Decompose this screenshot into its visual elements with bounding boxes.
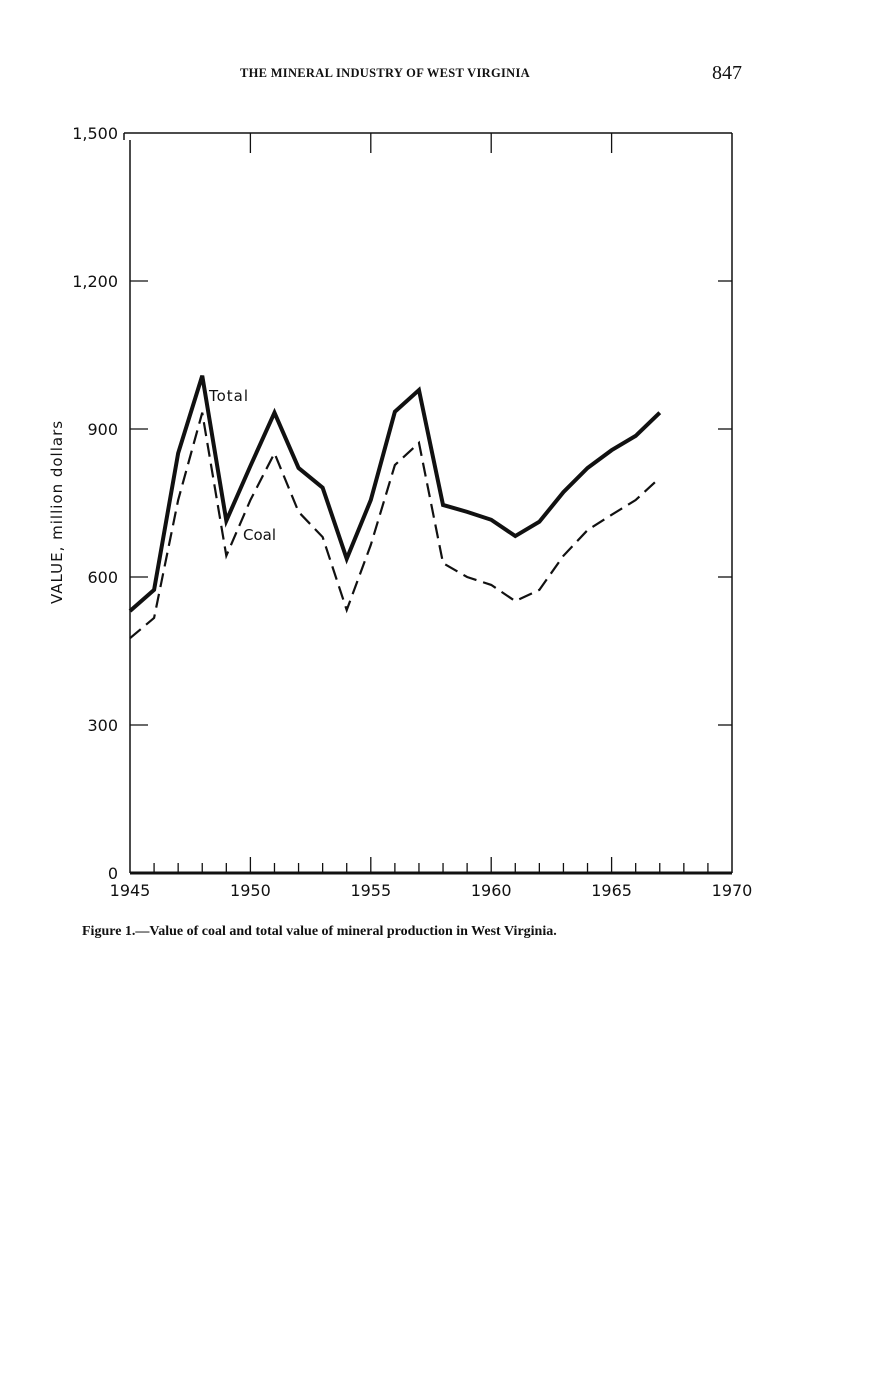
y-tick-label: 900 — [87, 420, 118, 439]
series-line-coal — [129, 412, 661, 640]
y-tick-label: 0 — [108, 864, 118, 883]
annotation-coal: Coal — [243, 526, 276, 544]
y-tick-label: 300 — [87, 716, 118, 735]
series-lines — [128, 375, 662, 640]
y-tick-label: 1,500 — [72, 124, 118, 143]
y-tick-label: 1,200 — [72, 272, 118, 291]
x-tick-label: 1965 — [591, 881, 632, 900]
figure-caption: Figure 1.—Value of coal and total value … — [82, 924, 557, 939]
x-tick-label: 1950 — [230, 881, 271, 900]
chart: 0 300 600 900 1,200 1,500 1945 1950 1955 1960 1965… — [48, 124, 752, 900]
x-tick-label: 1945 — [110, 881, 151, 900]
axes — [123, 132, 733, 875]
tick-labels: 0 300 600 900 1,200 1,500 1945 1950 1955 1960 1965… — [72, 124, 752, 900]
x-tick-label: 1955 — [350, 881, 391, 900]
page-number: 847 — [712, 62, 742, 84]
series-line-total — [128, 375, 662, 613]
y-tick-label: 600 — [87, 568, 118, 587]
y-axis-title: VALUE, million dollars — [48, 420, 66, 604]
x-tick-label: 1970 — [712, 881, 753, 900]
x-tick-label: 1960 — [471, 881, 512, 900]
running-title: THE MINERAL INDUSTRY OF WEST VIRGINIA — [239, 66, 530, 80]
annotation-total: Total — [208, 387, 249, 405]
